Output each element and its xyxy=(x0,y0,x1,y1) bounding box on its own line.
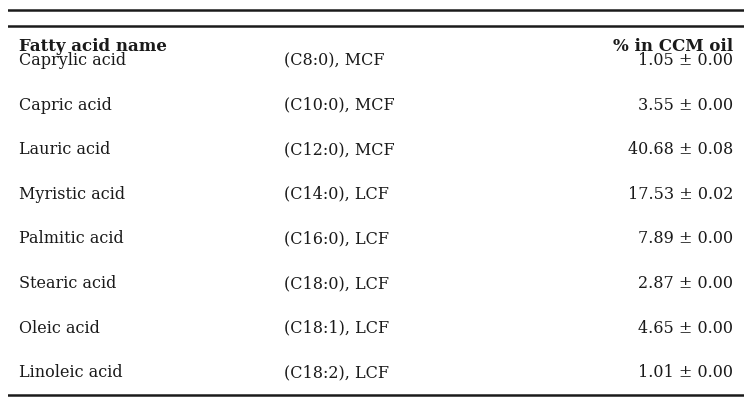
Text: Stearic acid: Stearic acid xyxy=(19,275,116,292)
Text: 2.87 ± 0.00: 2.87 ± 0.00 xyxy=(638,275,733,292)
Text: (C14:0), LCF: (C14:0), LCF xyxy=(284,186,389,203)
Text: Fatty acid name: Fatty acid name xyxy=(19,38,166,55)
Text: (C18:2), LCF: (C18:2), LCF xyxy=(284,364,389,381)
Text: (C8:0), MCF: (C8:0), MCF xyxy=(284,52,384,69)
Text: 1.01 ± 0.00: 1.01 ± 0.00 xyxy=(638,364,733,381)
Text: 7.89 ± 0.00: 7.89 ± 0.00 xyxy=(638,230,733,247)
Text: 4.65 ± 0.00: 4.65 ± 0.00 xyxy=(638,319,733,337)
Text: Linoleic acid: Linoleic acid xyxy=(19,364,122,381)
Text: (C12:0), MCF: (C12:0), MCF xyxy=(284,141,395,158)
Text: (C18:1), LCF: (C18:1), LCF xyxy=(284,319,389,337)
Text: Oleic acid: Oleic acid xyxy=(19,319,99,337)
Text: Myristic acid: Myristic acid xyxy=(19,186,125,203)
Text: Palmitic acid: Palmitic acid xyxy=(19,230,123,247)
Text: 3.55 ± 0.00: 3.55 ± 0.00 xyxy=(638,97,733,114)
Text: (C10:0), MCF: (C10:0), MCF xyxy=(284,97,395,114)
Text: 17.53 ± 0.02: 17.53 ± 0.02 xyxy=(628,186,733,203)
Text: (C16:0), LCF: (C16:0), LCF xyxy=(284,230,389,247)
Text: % in CCM oil: % in CCM oil xyxy=(614,38,733,55)
Text: (C18:0), LCF: (C18:0), LCF xyxy=(284,275,389,292)
Text: Lauric acid: Lauric acid xyxy=(19,141,110,158)
Text: Caprylic acid: Caprylic acid xyxy=(19,52,126,69)
Text: 40.68 ± 0.08: 40.68 ± 0.08 xyxy=(628,141,733,158)
Text: Capric acid: Capric acid xyxy=(19,97,111,114)
Text: 1.05 ± 0.00: 1.05 ± 0.00 xyxy=(638,52,733,69)
